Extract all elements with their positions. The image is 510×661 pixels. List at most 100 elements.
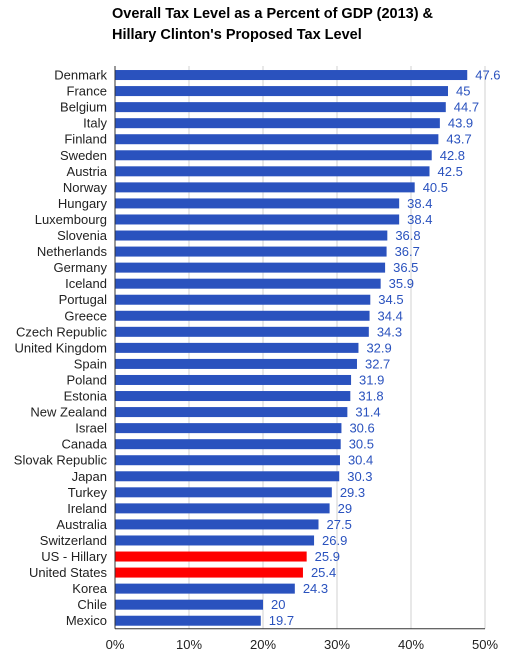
value-label: 43.9 — [448, 116, 473, 131]
category-label: Iceland — [65, 276, 107, 291]
bar — [115, 134, 439, 145]
value-label: 30.6 — [349, 421, 374, 436]
value-label: 30.4 — [348, 453, 373, 468]
value-label: 25.4 — [311, 565, 336, 580]
value-label: 42.8 — [440, 148, 465, 163]
category-label: Mexico — [66, 613, 107, 628]
bar — [115, 407, 348, 418]
category-label: Spain — [74, 356, 107, 371]
category-label: Poland — [67, 372, 107, 387]
category-label: Czech Republic — [16, 324, 108, 339]
category-label: Ireland — [67, 501, 107, 516]
category-label: New Zealand — [30, 405, 107, 420]
value-label: 34.4 — [378, 308, 403, 323]
bar — [115, 423, 342, 434]
bar — [115, 519, 319, 530]
value-label: 29.3 — [340, 485, 365, 500]
category-label: Netherlands — [37, 244, 108, 259]
bar — [115, 439, 341, 450]
bar — [115, 102, 446, 113]
value-label: 36.7 — [395, 244, 420, 259]
bar — [115, 342, 359, 353]
value-label: 31.9 — [359, 372, 384, 387]
category-label: Australia — [56, 517, 107, 532]
category-label: United States — [29, 565, 108, 580]
value-label: 44.7 — [454, 100, 479, 115]
value-label: 40.5 — [423, 180, 448, 195]
chart-title-line-1: Overall Tax Level as a Percent of GDP (2… — [112, 6, 434, 22]
category-label: Austria — [67, 164, 108, 179]
x-tick-label: 50% — [472, 637, 498, 652]
bar — [115, 583, 295, 594]
category-label: Canada — [61, 437, 107, 452]
chart-title: Overall Tax Level as a Percent of GDP (2… — [112, 4, 502, 46]
category-label: Slovenia — [57, 228, 108, 243]
category-label: Chile — [77, 597, 107, 612]
category-label: Estonia — [64, 389, 108, 404]
value-label: 34.5 — [378, 292, 403, 307]
value-label: 19.7 — [269, 613, 294, 628]
category-label: Finland — [64, 132, 107, 147]
bar — [115, 70, 468, 81]
category-label: Turkey — [68, 485, 108, 500]
chart-title-line-2: Hillary Clinton's Proposed Tax Level — [112, 27, 362, 43]
category-label: Italy — [83, 116, 107, 131]
category-label: Portugal — [59, 292, 108, 307]
bar — [115, 294, 371, 305]
x-tick-label: 40% — [398, 637, 424, 652]
bar — [115, 246, 387, 257]
category-label: Slovak Republic — [14, 453, 108, 468]
category-label: Hungary — [58, 196, 108, 211]
category-label: Israel — [75, 421, 107, 436]
category-label: Japan — [72, 469, 107, 484]
highlighted-bar — [115, 551, 307, 562]
value-label: 24.3 — [303, 581, 328, 596]
value-label: 45 — [456, 84, 470, 99]
bar — [115, 198, 400, 209]
x-tick-label: 0% — [106, 637, 125, 652]
bar — [115, 358, 357, 369]
bar — [115, 182, 415, 193]
highlighted-bar — [115, 567, 303, 578]
category-label: Germany — [54, 260, 108, 275]
value-label: 31.4 — [355, 405, 380, 420]
bar — [115, 535, 315, 546]
axes — [114, 66, 485, 630]
category-label: Norway — [63, 180, 108, 195]
bar — [115, 455, 340, 466]
bar — [115, 118, 440, 129]
value-label: 27.5 — [327, 517, 352, 532]
value-label: 31.8 — [358, 389, 383, 404]
value-label: 36.5 — [393, 260, 418, 275]
bar — [115, 310, 370, 321]
category-label: Switzerland — [40, 533, 107, 548]
bar — [115, 278, 381, 289]
value-label: 34.3 — [377, 324, 402, 339]
category-label: Luxembourg — [35, 212, 107, 227]
bar — [115, 487, 332, 498]
value-label: 20 — [271, 597, 285, 612]
category-label: United Kingdom — [15, 340, 108, 355]
value-label: 29 — [338, 501, 352, 516]
category-label: Denmark — [54, 68, 107, 83]
bar — [115, 150, 432, 161]
category-label: US - Hillary — [41, 549, 107, 564]
value-label: 32.7 — [365, 356, 390, 371]
x-tick-label: 20% — [250, 637, 276, 652]
x-tick-label: 30% — [324, 637, 350, 652]
value-label: 35.9 — [389, 276, 414, 291]
bar — [115, 214, 400, 225]
bar — [115, 615, 261, 626]
value-label: 43.7 — [446, 132, 471, 147]
value-label: 47.6 — [475, 68, 500, 83]
category-label: Sweden — [60, 148, 107, 163]
bar — [115, 230, 388, 241]
bar — [115, 599, 263, 610]
bar — [115, 326, 369, 337]
category-label: Greece — [64, 308, 107, 323]
category-label: Korea — [72, 581, 107, 596]
value-label: 30.3 — [347, 469, 372, 484]
bar — [115, 471, 340, 482]
bar — [115, 503, 330, 514]
